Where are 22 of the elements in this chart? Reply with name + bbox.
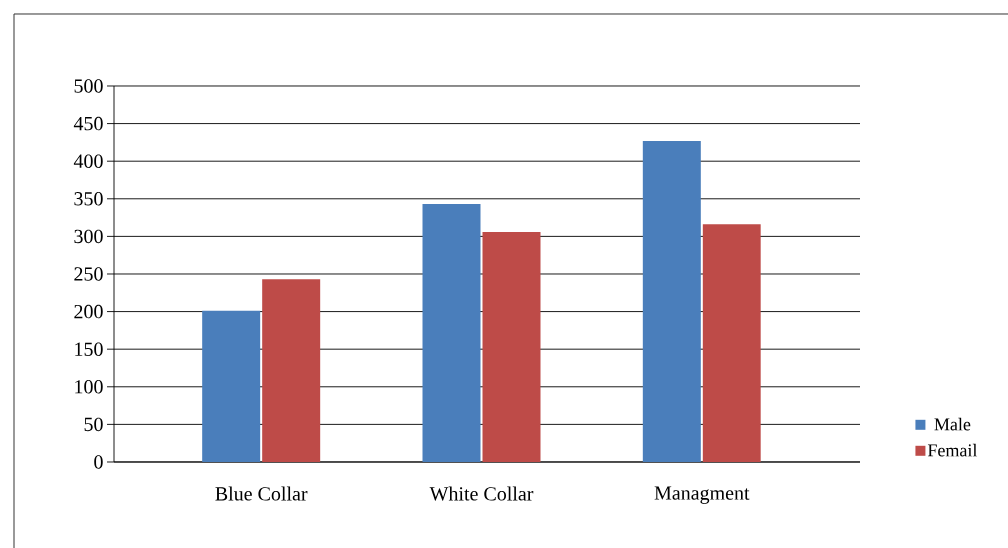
bar <box>262 279 321 462</box>
y-tick-label: 350 <box>74 192 103 206</box>
bar <box>702 224 761 462</box>
y-tick-label: 150 <box>75 342 103 356</box>
y-tick-label: 200 <box>74 304 103 319</box>
y-tick-label: 400 <box>73 154 103 168</box>
y-tick-label: 300 <box>74 229 103 244</box>
bar <box>642 140 701 462</box>
bar <box>482 231 541 462</box>
y-tick-label: 100 <box>75 380 103 394</box>
legend-label: Male <box>934 417 971 431</box>
y-tick-label: 500 <box>74 79 103 93</box>
y-tick-label: 450 <box>73 116 103 131</box>
x-tick-label: Managment <box>654 486 750 504</box>
bar <box>422 204 481 462</box>
y-tick-label: 0 <box>94 455 103 469</box>
x-tick-label: Blue Collar <box>215 486 308 501</box>
legend-label: Femail <box>927 443 978 457</box>
y-tick-label: 250 <box>74 267 103 281</box>
y-tick-label: 50 <box>84 417 103 432</box>
x-tick-label: White Collar <box>429 486 534 501</box>
bar <box>202 310 261 462</box>
